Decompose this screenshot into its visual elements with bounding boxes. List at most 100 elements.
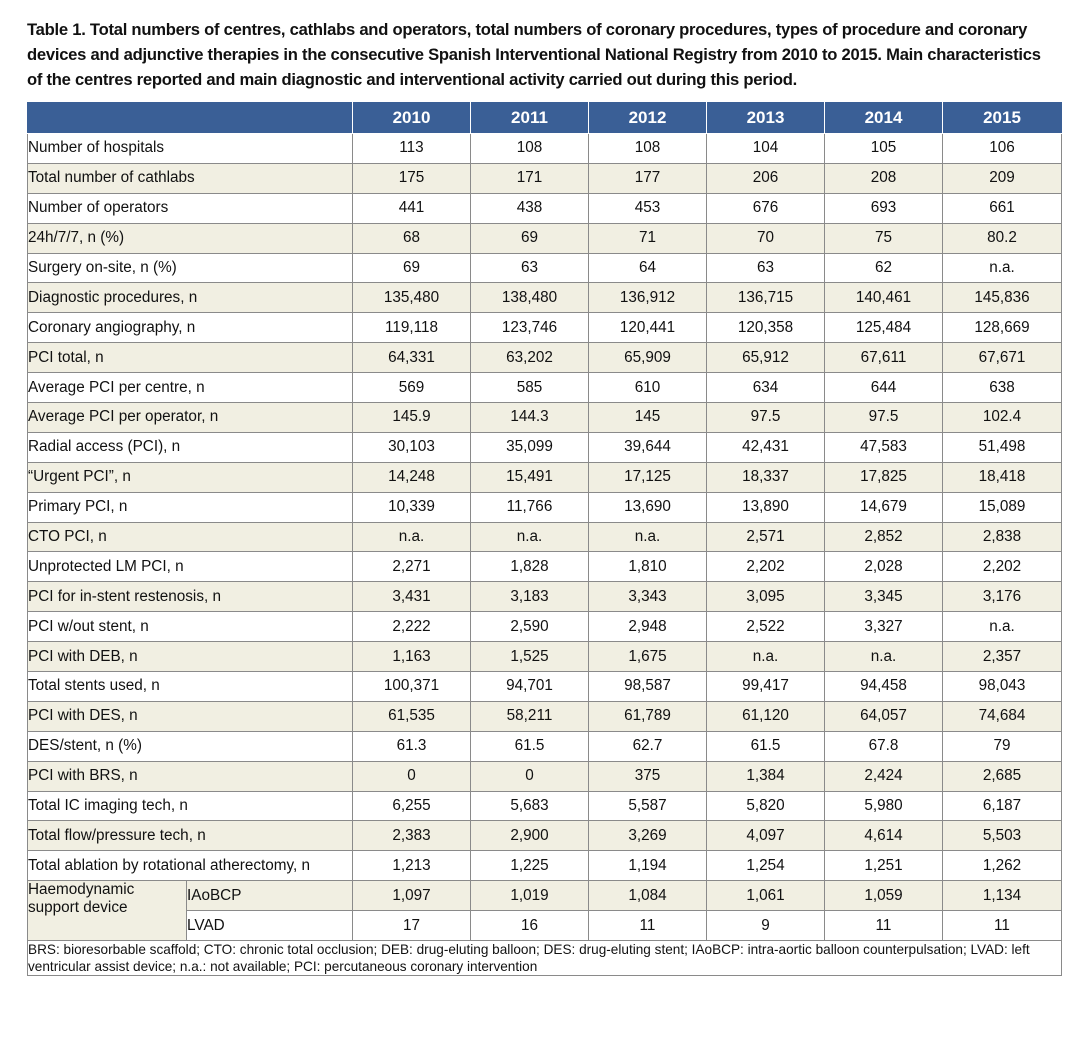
value-cell: 1,134 <box>942 880 1062 912</box>
value-cell: 438 <box>470 192 589 224</box>
value-cell: 5,980 <box>824 790 943 822</box>
value-cell: 136,912 <box>588 282 707 314</box>
value-cell: 15,491 <box>470 461 589 493</box>
value-cell: 64,331 <box>352 342 471 374</box>
value-cell: 2,852 <box>824 521 943 553</box>
value-cell: 74,684 <box>942 700 1062 732</box>
value-cell: 2,685 <box>942 760 1062 792</box>
value-cell: 4,097 <box>706 820 825 852</box>
value-cell: 11,766 <box>470 491 589 523</box>
value-cell: 106 <box>942 133 1062 164</box>
value-cell: 1,384 <box>706 760 825 792</box>
value-cell: 15,089 <box>942 491 1062 523</box>
value-cell: 2,202 <box>706 551 825 583</box>
header-row: 2010 2011 2012 2013 2014 2015 <box>27 102 1062 134</box>
year-header: 2014 <box>824 102 943 134</box>
row-label: Average PCI per centre, n <box>27 372 353 404</box>
value-cell: n.a. <box>352 521 471 553</box>
row-label: Surgery on-site, n (%) <box>27 252 353 284</box>
value-cell: 68 <box>352 222 471 254</box>
year-header: 2011 <box>470 102 589 134</box>
value-cell: 119,118 <box>352 312 471 344</box>
value-cell: 108 <box>588 133 707 164</box>
table-row: Total IC imaging tech, n 6,255 5,683 5,587 5… <box>27 790 1062 822</box>
value-cell: 63,202 <box>470 342 589 374</box>
value-cell: 2,222 <box>352 611 471 643</box>
table-row: Total ablation by rotational atherectomy… <box>27 850 1062 882</box>
value-cell: 62.7 <box>588 730 707 762</box>
value-cell: 375 <box>588 760 707 792</box>
value-cell: 1,019 <box>470 880 589 912</box>
value-cell: 120,358 <box>706 312 825 344</box>
value-cell: 644 <box>824 372 943 404</box>
value-cell: 3,327 <box>824 611 943 643</box>
value-cell: 2,838 <box>942 521 1062 553</box>
value-cell: 140,461 <box>824 282 943 314</box>
value-cell: 61,120 <box>706 700 825 732</box>
table-row: Coronary angiography, n 119,118 123,746 120… <box>27 312 1062 344</box>
value-cell: 144.3 <box>470 402 589 433</box>
value-cell: 61,789 <box>588 700 707 732</box>
group-label: Haemodynamic support device <box>27 880 187 942</box>
value-cell: 5,820 <box>706 790 825 822</box>
value-cell: 135,480 <box>352 282 471 314</box>
table-row: PCI with BRS, n 0 0 375 1,384 2,424 2,685 <box>27 760 1062 792</box>
value-cell: 3,343 <box>588 581 707 613</box>
value-cell: 69 <box>352 252 471 284</box>
value-cell: 177 <box>588 162 707 194</box>
table-row: PCI total, n 64,331 63,202 65,909 65,912 67,6… <box>27 342 1062 374</box>
value-cell: 58,211 <box>470 700 589 732</box>
value-cell: 638 <box>942 372 1062 404</box>
value-cell: 2,424 <box>824 760 943 792</box>
value-cell: 1,262 <box>942 850 1062 882</box>
year-header: 2013 <box>706 102 825 134</box>
table-row: Number of hospitals 113 108 108 104 105 106 <box>27 133 1062 164</box>
table-row: PCI with DES, n 61,535 58,211 61,789 61,120 6… <box>27 700 1062 732</box>
value-cell: 2,571 <box>706 521 825 553</box>
value-cell: 5,683 <box>470 790 589 822</box>
row-label: Number of hospitals <box>27 133 353 164</box>
value-cell: 69 <box>470 222 589 254</box>
row-label: “Urgent PCI”, n <box>27 461 353 493</box>
row-label: 24h/7/7, n (%) <box>27 222 353 254</box>
value-cell: 145 <box>588 402 707 433</box>
table-row: Primary PCI, n 10,339 11,766 13,690 13,890 14… <box>27 491 1062 523</box>
table-row: Diagnostic procedures, n 135,480 138,480 13… <box>27 282 1062 314</box>
value-cell: 61.5 <box>706 730 825 762</box>
value-cell: 61.3 <box>352 730 471 762</box>
value-cell: 1,097 <box>352 880 471 912</box>
value-cell: 2,590 <box>470 611 589 643</box>
value-cell: 61,535 <box>352 700 471 732</box>
value-cell: 14,248 <box>352 461 471 493</box>
value-cell: 39,644 <box>588 431 707 463</box>
row-label: Radial access (PCI), n <box>27 431 353 463</box>
header-blank-cell <box>27 102 353 134</box>
value-cell: 13,690 <box>588 491 707 523</box>
subrow-label: IAoBCP <box>186 880 353 912</box>
table-row: PCI w/out stent, n 2,222 2,590 2,948 2,522 3,… <box>27 611 1062 643</box>
row-label: PCI with DES, n <box>27 700 353 732</box>
value-cell: 17,825 <box>824 461 943 493</box>
value-cell: 100,371 <box>352 671 471 702</box>
value-cell: 2,900 <box>470 820 589 852</box>
subrow-label: LVAD <box>186 910 353 942</box>
row-label: Total flow/pressure tech, n <box>27 820 353 852</box>
value-cell: 1,061 <box>706 880 825 912</box>
row-label: PCI with DEB, n <box>27 641 353 673</box>
table-row: “Urgent PCI”, n 14,248 15,491 17,125 18,337 1… <box>27 461 1062 493</box>
value-cell: 138,480 <box>470 282 589 314</box>
year-header: 2010 <box>352 102 471 134</box>
value-cell: 1,525 <box>470 641 589 673</box>
value-cell: 1,254 <box>706 850 825 882</box>
row-label: Total stents used, n <box>27 671 353 702</box>
table-row: Total flow/pressure tech, n 2,383 2,900 3,2… <box>27 820 1062 852</box>
value-cell: 3,345 <box>824 581 943 613</box>
value-cell: n.a. <box>470 521 589 553</box>
table-row: LVAD 17 16 11 9 11 11 <box>28 910 1062 942</box>
value-cell: 208 <box>824 162 943 194</box>
value-cell: 145.9 <box>352 402 471 433</box>
row-label: Primary PCI, n <box>27 491 353 523</box>
value-cell: 11 <box>824 910 943 942</box>
value-cell: 1,163 <box>352 641 471 673</box>
value-cell: 0 <box>470 760 589 792</box>
